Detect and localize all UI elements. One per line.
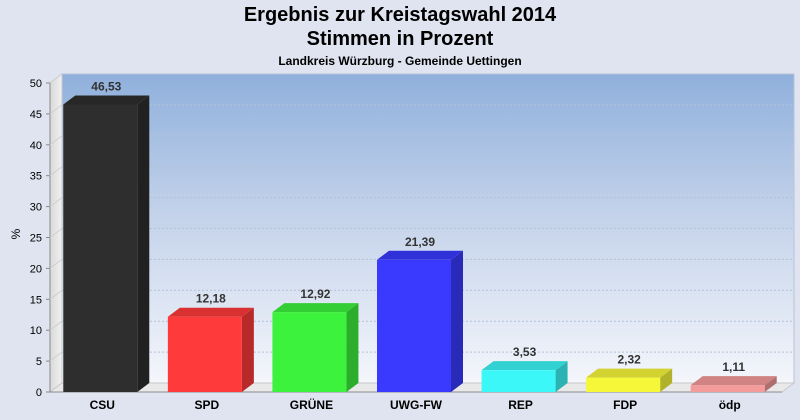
- bar-value-label: 21,39: [405, 235, 435, 249]
- bar-side: [764, 376, 777, 392]
- bar-side: [555, 361, 568, 392]
- x-tick-label: REP: [508, 398, 533, 412]
- bar-value-label: 1,11: [722, 360, 745, 374]
- bar-top: [63, 95, 150, 105]
- x-tick-label: GRÜNE: [290, 397, 333, 412]
- bar: [272, 312, 347, 392]
- bar: [586, 377, 661, 392]
- y-tick-label: 40: [30, 140, 42, 152]
- bar-uwg-fw: 21,39: [377, 235, 463, 392]
- gridline-side: [49, 104, 63, 115]
- bar-value-label: 46,53: [91, 79, 121, 93]
- gridline-side: [49, 320, 63, 331]
- chart-title: Ergebnis zur Kreistagswahl 2014: [243, 4, 557, 26]
- bar-value-label: 12,18: [196, 292, 226, 306]
- y-tick-label: 30: [30, 202, 42, 214]
- bar-value-label: 12,92: [300, 287, 330, 301]
- y-tick-label: 0: [36, 387, 42, 399]
- gridline-side: [49, 166, 63, 177]
- y-tick-label: 20: [30, 263, 42, 275]
- bar-side: [451, 250, 463, 392]
- bar-fdp: 2,32: [586, 353, 673, 392]
- bar: [63, 104, 138, 392]
- bar-top: [690, 376, 777, 386]
- y-tick-label: 15: [30, 294, 42, 306]
- x-tick-label: CSU: [90, 398, 115, 412]
- gridline-side: [49, 73, 63, 84]
- bar: [690, 385, 765, 392]
- bar-top: [481, 361, 568, 371]
- bar-rep: 3,53: [481, 345, 568, 392]
- bar: [377, 259, 451, 392]
- bar-top: [377, 250, 463, 260]
- bar-top: [272, 303, 359, 313]
- x-tick-label: FDP: [613, 398, 637, 412]
- y-tick-label: 35: [30, 171, 42, 183]
- bar-side: [241, 307, 254, 392]
- y-tick-label: 5: [36, 356, 42, 368]
- chart-subtitle-location: Landkreis Würzburg - Gemeinde Uettingen: [278, 54, 522, 68]
- y-tick-label: 10: [30, 325, 42, 337]
- y-tick-label: 50: [30, 78, 42, 90]
- gridline-side: [49, 135, 63, 146]
- bar: [167, 316, 242, 392]
- bar: [481, 370, 556, 392]
- y-axis-label: %: [9, 228, 23, 239]
- bar-top: [167, 307, 254, 317]
- gridline-side: [49, 289, 63, 300]
- bar-top: [586, 368, 673, 378]
- chart-subtitle: Stimmen in Prozent: [306, 28, 494, 50]
- gridline-side: [49, 258, 63, 269]
- gridline-side: [49, 197, 63, 208]
- bar-side: [137, 95, 150, 392]
- gridline-side: [49, 351, 63, 362]
- y-tick-label: 25: [30, 233, 42, 245]
- x-tick-label: ödp: [719, 398, 741, 412]
- gridline-side: [49, 228, 63, 238]
- x-tick-label: SPD: [195, 398, 220, 412]
- bar-csu: 46,53: [63, 79, 150, 392]
- bar-side: [346, 303, 359, 392]
- bar-grüne: 12,92: [272, 287, 359, 392]
- bar-value-label: 3,53: [513, 345, 537, 359]
- bar-side: [660, 368, 673, 392]
- bar-value-label: 2,32: [617, 353, 641, 367]
- y-tick-label: 45: [30, 109, 42, 121]
- bar-spd: 12,18: [167, 292, 254, 392]
- bar-ödp: 1,11: [690, 360, 777, 392]
- x-tick-label: UWG-FW: [390, 398, 443, 412]
